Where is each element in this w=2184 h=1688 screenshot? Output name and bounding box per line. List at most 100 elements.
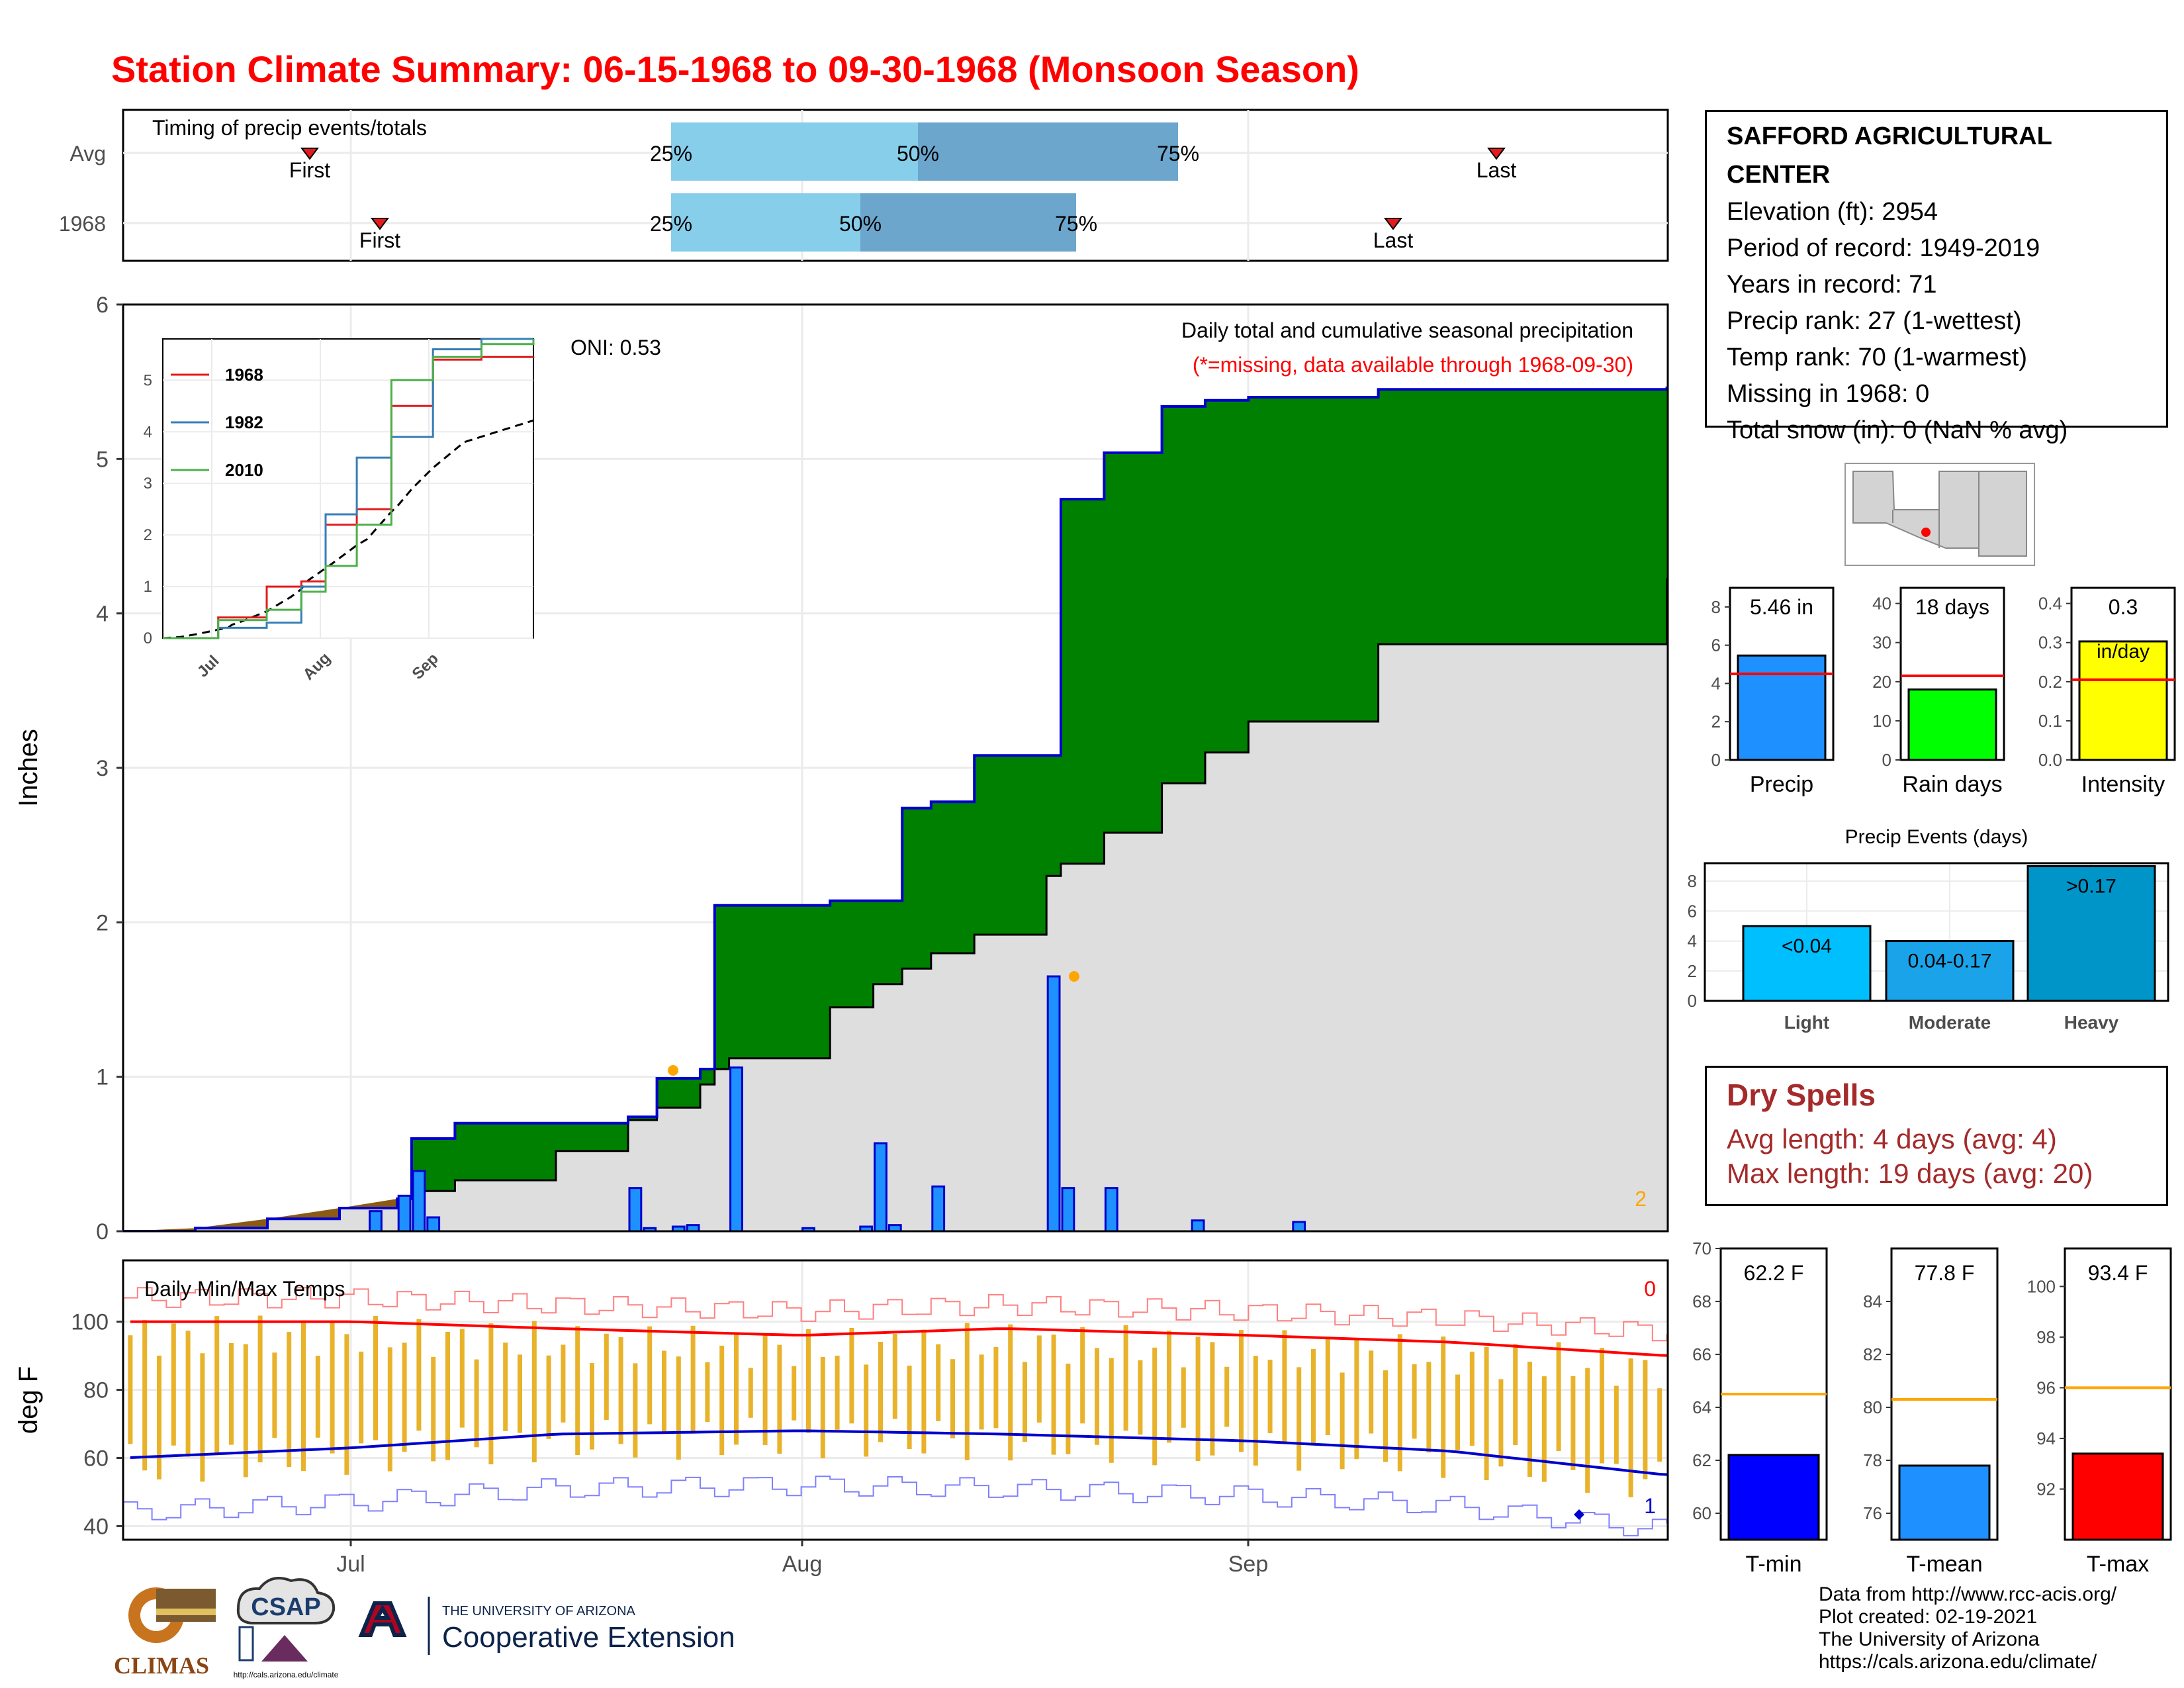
temp-bar (243, 1344, 248, 1477)
temp-bar (229, 1343, 234, 1445)
temp-bar (344, 1334, 349, 1475)
dry-spells-box: Dry Spells Avg length: 4 days (avg: 4) M… (1705, 1066, 2168, 1206)
temp-bar (1224, 1366, 1230, 1427)
temp-bar (705, 1362, 710, 1423)
precip-bar (412, 1170, 426, 1231)
precip-bar (874, 1142, 887, 1231)
temp-bar (1195, 1336, 1201, 1461)
events-bar-label: <0.04 (1782, 935, 1832, 957)
precip-bar (1046, 975, 1061, 1231)
temp-bar (864, 1364, 869, 1457)
precip-ytick: 5 (96, 447, 109, 472)
timing-1968-iqr-high (860, 193, 1076, 252)
inset-grid (163, 339, 533, 639)
summary-bar-tick: 0.3 (2038, 633, 2062, 653)
temp-bar (820, 1357, 825, 1458)
timing-1968-iqr-low (671, 193, 860, 252)
precip-bar (643, 1227, 657, 1231)
summary-bar-charts: 0 2 4 6 8 5.46 in Precip 0 10 20 30 40 18 days Rain d… (1711, 586, 2176, 797)
temp-bar (1340, 1372, 1345, 1470)
temp-bar (979, 1354, 984, 1430)
temp-bar (315, 1356, 320, 1438)
summary-bar-tick: 4 (1711, 673, 1721, 693)
inset-ytick: 2 (144, 526, 152, 544)
temp-bar (921, 1329, 927, 1454)
temp-bar (142, 1320, 148, 1471)
summary-bar-value-text: 0.3 (2109, 595, 2138, 619)
station-snow: Total snow (in): 0 (NaN % avg) (1727, 416, 2068, 444)
temp-bar (301, 1322, 306, 1471)
precip-bar (1061, 1187, 1075, 1231)
temp-bar (1643, 1360, 1648, 1479)
temp-bar (1527, 1362, 1532, 1477)
timing-1968-q25: 25% (650, 212, 692, 236)
temp-ytick: 100 (71, 1310, 109, 1335)
events-tick: 8 (1688, 871, 1697, 891)
temp-summary-tick: 94 (2036, 1429, 2056, 1448)
inset-ytick: 3 (144, 475, 152, 492)
temp-summary-label: T-mean (1906, 1552, 1982, 1577)
temp-summary-t-mean: 76 78 80 82 84 77.8 F T-mean (1863, 1247, 1999, 1577)
precip-peak-marker (1069, 971, 1079, 982)
temp-bar (892, 1334, 897, 1419)
temp-bar (330, 1321, 335, 1454)
events-tick: 4 (1688, 931, 1697, 951)
temp-bar (1282, 1330, 1287, 1442)
temp-bar (849, 1328, 854, 1424)
events-title: Precip Events (days) (1845, 826, 2028, 848)
station-precip-rank: Precip rank: 27 (1-wettest) (1727, 307, 2022, 335)
temp-bar (878, 1342, 883, 1442)
temp-summary-tick: 80 (1863, 1397, 1882, 1417)
timing-avg-iqr-high (918, 122, 1178, 181)
legend-label-1968: 1968 (225, 365, 263, 385)
summary-bar-tick: 10 (1872, 711, 1891, 731)
summary-bar-label: Rain days (1902, 772, 2002, 797)
temp-bar (1412, 1364, 1417, 1439)
temp-bar (1123, 1325, 1128, 1431)
precip-ytick: 6 (96, 293, 109, 318)
temp-bar (590, 1363, 594, 1450)
precip-ytick: 4 (96, 602, 109, 627)
summary-bar-tick: 2 (1711, 712, 1721, 731)
summary-bar-tick: 0 (1882, 750, 1891, 770)
temp-bar (1253, 1356, 1258, 1466)
station-location-marker (1921, 528, 1931, 537)
inset-line-2010 (163, 339, 535, 639)
temp-ylabel: deg F (14, 1366, 43, 1434)
summary-bar-tick: 20 (1872, 672, 1891, 692)
temp-bar (1354, 1338, 1359, 1460)
summary-bar-precip: 0 2 4 6 8 5.46 in Precip (1711, 586, 1835, 797)
events-category-label: Light (1784, 1012, 1829, 1033)
precip-bar (426, 1216, 441, 1231)
temp-bar (503, 1342, 508, 1431)
summary-bar-tick: 0.1 (2038, 711, 2062, 731)
temp-bar (1080, 1327, 1085, 1424)
timing-avg-q75: 75% (1157, 142, 1199, 165)
temp-summary-value-text: 62.2 F (1744, 1261, 1804, 1285)
x-axis: Jul Aug Sep (336, 1540, 1268, 1577)
footer-credits: Data from http://www.rcc-acis.org/ Plot … (1819, 1583, 2116, 1673)
temp-bar (662, 1350, 666, 1432)
dry-spells-avg: Avg length: 4 days (avg: 4) (1727, 1123, 2057, 1154)
temp-bar (1311, 1348, 1316, 1446)
timing-panel: Timing of precip events/totals Avg 25% 5… (59, 109, 1669, 262)
timing-avg-first: First (289, 158, 330, 182)
x-tick-jul: Jul (336, 1552, 365, 1577)
temp-ytick: 40 (83, 1514, 109, 1539)
events-tick: 6 (1688, 901, 1697, 921)
precip-ytick: 1 (96, 1065, 109, 1090)
temp-bar (1600, 1348, 1604, 1464)
summary-bar-unit-text: in/day (2097, 641, 2150, 663)
temp-bar (171, 1323, 176, 1446)
summary-bar-label: Precip (1750, 772, 1813, 797)
precip-ytick: 0 (96, 1219, 109, 1244)
temp-summary-tick: 78 (1863, 1450, 1882, 1470)
precip-panel: 0 1 2 3 4 5 6 Inches ONI: 0.53 Daily total and… (14, 293, 1669, 1244)
precip-average-area (123, 579, 1668, 1231)
timing-avg-q25: 25% (650, 142, 692, 165)
temp-bar (604, 1333, 609, 1421)
precip-bar (369, 1210, 383, 1231)
temp-bar (1181, 1367, 1186, 1428)
timing-avg-last-marker (1487, 148, 1506, 160)
